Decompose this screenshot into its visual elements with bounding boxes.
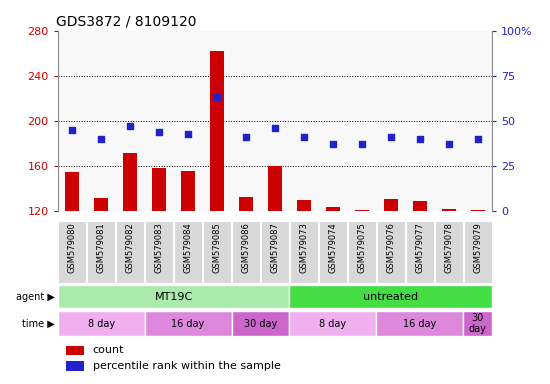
Text: GSM579086: GSM579086 — [241, 222, 251, 273]
Text: 8 day: 8 day — [87, 318, 115, 329]
Bar — [261, 221, 289, 283]
Point — [415, 136, 424, 142]
Bar — [239, 197, 253, 211]
Text: time ▶: time ▶ — [22, 318, 55, 329]
Text: GSM579083: GSM579083 — [155, 222, 164, 273]
Text: GSM579085: GSM579085 — [212, 222, 222, 273]
Point — [241, 134, 250, 140]
Text: 16 day: 16 day — [172, 318, 205, 329]
Point — [97, 136, 106, 142]
Bar — [289, 285, 492, 308]
Text: GSM579084: GSM579084 — [184, 222, 192, 273]
Bar — [442, 209, 456, 211]
Text: GSM579081: GSM579081 — [97, 222, 106, 273]
Point — [328, 141, 337, 147]
Bar — [181, 170, 195, 211]
Text: GSM579087: GSM579087 — [271, 222, 279, 273]
Text: GDS3872 / 8109120: GDS3872 / 8109120 — [56, 14, 196, 28]
Text: GSM579079: GSM579079 — [473, 222, 482, 273]
Bar — [406, 221, 434, 283]
Point — [213, 94, 222, 101]
Bar — [319, 221, 347, 283]
Point — [126, 123, 135, 129]
Bar — [145, 221, 173, 283]
Point — [271, 125, 279, 131]
Bar — [123, 152, 138, 211]
Bar — [174, 221, 202, 283]
Bar — [203, 221, 231, 283]
Text: 8 day: 8 day — [320, 318, 346, 329]
Bar — [145, 311, 232, 336]
Text: GSM579074: GSM579074 — [328, 222, 338, 273]
Bar — [268, 166, 282, 211]
Text: percentile rank within the sample: percentile rank within the sample — [92, 361, 280, 371]
Text: GSM579075: GSM579075 — [358, 222, 366, 273]
Bar — [355, 210, 369, 211]
Bar — [116, 221, 144, 283]
Text: 30
day: 30 day — [469, 313, 487, 334]
Bar — [232, 221, 260, 283]
Point — [358, 141, 366, 147]
Bar — [384, 199, 398, 211]
Point — [155, 129, 163, 135]
Bar — [67, 361, 84, 371]
Point — [387, 134, 395, 140]
Bar — [65, 172, 80, 211]
Bar — [463, 311, 492, 336]
Text: 30 day: 30 day — [244, 318, 277, 329]
Text: GSM579076: GSM579076 — [386, 222, 395, 273]
Bar — [58, 311, 145, 336]
Bar — [58, 221, 86, 283]
Bar — [376, 311, 463, 336]
Bar — [470, 210, 485, 211]
Bar — [67, 346, 84, 355]
Bar — [58, 285, 289, 308]
Bar — [87, 221, 115, 283]
Text: agent ▶: agent ▶ — [16, 291, 55, 302]
Text: GSM579073: GSM579073 — [299, 222, 309, 273]
Text: count: count — [92, 345, 124, 355]
Text: GSM579080: GSM579080 — [68, 222, 77, 273]
Bar — [326, 207, 340, 211]
Point — [444, 141, 453, 147]
Bar — [289, 311, 376, 336]
Point — [184, 131, 192, 137]
Text: GSM579077: GSM579077 — [415, 222, 425, 273]
Point — [300, 134, 309, 140]
Bar — [464, 221, 492, 283]
Text: GSM579078: GSM579078 — [444, 222, 453, 273]
Bar — [210, 51, 224, 211]
Text: MT19C: MT19C — [155, 291, 192, 302]
Bar — [297, 200, 311, 211]
Bar — [435, 221, 463, 283]
Point — [474, 136, 482, 142]
Text: 16 day: 16 day — [403, 318, 437, 329]
Bar — [377, 221, 405, 283]
Bar — [152, 168, 166, 211]
Bar — [412, 201, 427, 211]
Bar — [94, 198, 108, 211]
Bar — [232, 311, 289, 336]
Bar — [348, 221, 376, 283]
Point — [68, 127, 76, 133]
Text: GSM579082: GSM579082 — [125, 222, 135, 273]
Bar — [290, 221, 318, 283]
Text: untreated: untreated — [364, 291, 419, 302]
